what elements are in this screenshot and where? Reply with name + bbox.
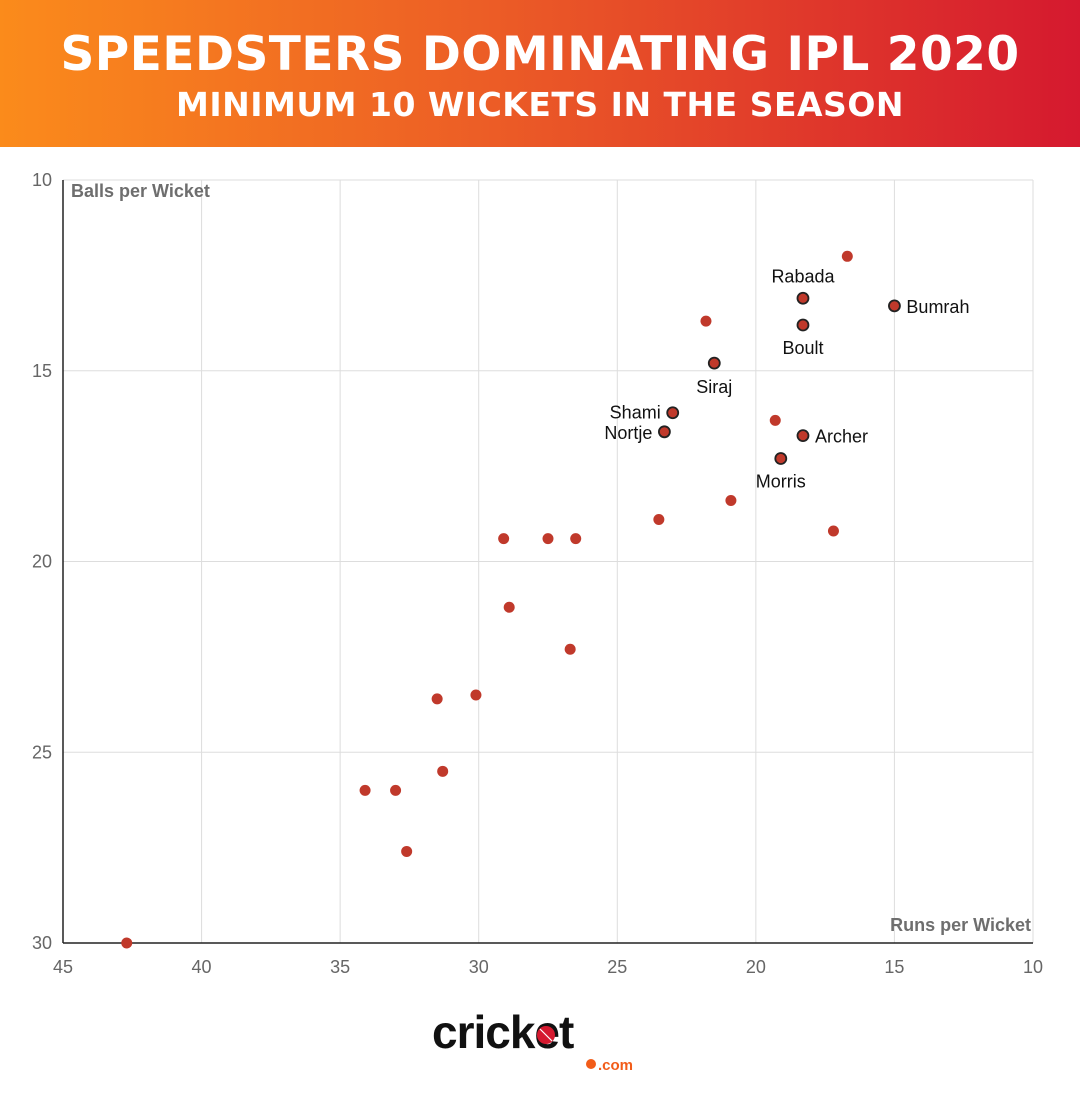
data-point (390, 784, 402, 796)
data-point (437, 765, 449, 777)
data-point (564, 643, 576, 655)
data-point (401, 845, 413, 857)
y-axis-label: Balls per Wicket (71, 181, 210, 201)
cricket-ball-icon (537, 1026, 555, 1044)
x-tick-label: 35 (330, 957, 350, 977)
chart-subtitle: MINIMUM 10 WICKETS IN THE SEASON (176, 85, 904, 124)
logo-dot-icon (586, 1059, 596, 1069)
y-tick-label: 20 (32, 552, 52, 572)
data-point (431, 693, 443, 705)
point-label: Rabada (771, 266, 835, 286)
y-tick-label: 25 (32, 742, 52, 762)
header-banner: SPEEDSTERS DOMINATING IPL 2020 MINIMUM 1… (0, 0, 1080, 147)
data-point (827, 525, 839, 537)
x-tick-label: 25 (607, 957, 627, 977)
point-label: Boult (782, 338, 823, 358)
data-point (700, 315, 712, 327)
cricket-logo: cricket .com (432, 1008, 633, 1072)
logo-suffix: .com (598, 1057, 633, 1072)
data-point (121, 937, 133, 949)
data-point (570, 533, 582, 545)
y-tick-label: 30 (32, 933, 52, 953)
x-tick-label: 30 (469, 957, 489, 977)
data-point-highlighted (774, 452, 788, 465)
data-point (841, 250, 853, 262)
data-point (725, 494, 737, 506)
data-point-highlighted (796, 429, 810, 443)
data-point (359, 784, 371, 796)
point-label: Nortje (604, 423, 652, 443)
y-tick-label: 15 (32, 361, 52, 381)
point-label: Archer (815, 427, 868, 447)
x-tick-label: 20 (746, 957, 766, 977)
data-point (498, 533, 510, 545)
scatter-chart: 45 40 35 30 25 20 15 10 10 15 20 25 30 Runs per Wick… (32, 170, 1043, 977)
x-tick-label: 15 (884, 957, 904, 977)
data-point-highlighted (658, 425, 671, 439)
data-point (542, 533, 554, 545)
x-tick-label: 45 (53, 957, 73, 977)
x-axis-label: Runs per Wicket (890, 915, 1031, 935)
point-label: Siraj (696, 377, 732, 397)
point-label: Bumrah (906, 297, 969, 317)
chart-title: SPEEDSTERS DOMINATING IPL 2020 (60, 27, 1020, 82)
data-point (653, 514, 665, 526)
x-tick-label: 10 (1023, 957, 1043, 977)
x-tick-label: 40 (192, 957, 212, 977)
grid-lines (62, 179, 1034, 943)
point-label: Shami (610, 403, 661, 423)
data-points (121, 250, 901, 949)
axes: 45 40 35 30 25 20 15 10 10 15 20 25 30 (32, 170, 1043, 977)
data-point-highlighted (888, 299, 901, 313)
y-tick-label: 10 (32, 170, 52, 190)
point-label: Morris (756, 471, 806, 491)
data-point (769, 414, 781, 426)
data-point-highlighted (796, 291, 810, 305)
data-point-highlighted (666, 406, 680, 420)
data-point-highlighted (707, 356, 721, 370)
data-point-highlighted (796, 318, 810, 332)
data-point (503, 601, 515, 613)
data-point (470, 689, 482, 701)
